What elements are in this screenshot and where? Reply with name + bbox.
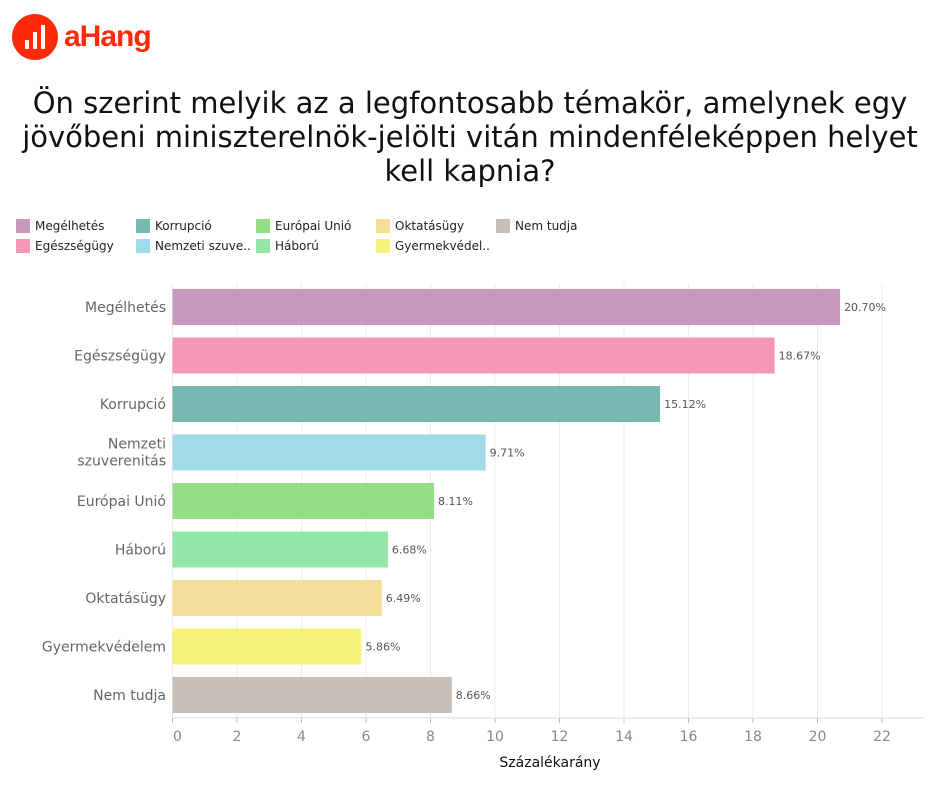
legend-swatch <box>376 219 390 233</box>
legend-label: Nem tudja <box>515 219 578 233</box>
legend-item[interactable]: Nem tudja <box>496 219 616 233</box>
data-label: 20.70% <box>844 301 886 314</box>
data-label: 9.71% <box>490 447 525 460</box>
bar <box>172 434 486 471</box>
legend-item[interactable]: Háború <box>256 239 376 253</box>
legend-swatch <box>16 239 30 253</box>
legend-item[interactable]: Megélhetés <box>16 219 136 233</box>
bar <box>172 677 452 713</box>
x-tick-label: 2 <box>233 729 242 745</box>
x-tick-label: 22 <box>873 729 891 745</box>
y-tick-label: Nem tudja <box>93 688 166 704</box>
x-tick-label: 10 <box>486 729 504 745</box>
y-tick-label: Korrupció <box>100 397 166 413</box>
x-tick-label: 20 <box>809 729 827 745</box>
data-label: 6.49% <box>386 592 421 605</box>
legend-swatch <box>16 219 30 233</box>
x-axis-title: Százalékarány <box>499 755 600 771</box>
data-label: 8.66% <box>456 689 491 702</box>
legend-item[interactable]: Oktatásügy <box>376 219 496 233</box>
legend-swatch <box>256 239 270 253</box>
legend-label: Nemzeti szuve.. <box>155 239 251 253</box>
y-tick-label: Egészségügy <box>74 349 166 365</box>
chart-title: Ön szerint melyik az a legfontosabb téma… <box>22 86 918 188</box>
x-tick-label: 4 <box>297 729 306 745</box>
legend-swatch <box>376 239 390 253</box>
legend-label: Európai Unió <box>275 219 352 233</box>
data-label: 8.11% <box>438 495 473 508</box>
x-tick-label: 14 <box>615 729 633 745</box>
x-tick-label: 6 <box>362 729 371 745</box>
x-tick-label: 12 <box>551 729 569 745</box>
data-label: 18.67% <box>779 350 821 363</box>
legend-item[interactable]: Gyermekvédel.. <box>376 239 496 253</box>
bar <box>172 386 661 422</box>
y-tick-label: Oktatásügy <box>85 591 166 607</box>
legend-swatch <box>136 219 150 233</box>
legend-label: Gyermekvédel.. <box>395 239 490 253</box>
legend-item[interactable]: Egészségügy <box>16 239 136 253</box>
legend-item[interactable]: Nemzeti szuve.. <box>136 239 256 253</box>
logo-bars-icon <box>12 14 58 60</box>
legend-label: Oktatásügy <box>395 219 465 233</box>
legend: Megélhetés Korrupció Európai Unió Oktatásüg… <box>16 219 616 253</box>
y-tick-label: Európai Unió <box>77 494 166 510</box>
legend-label: Egészségügy <box>35 239 114 253</box>
bar <box>172 483 435 519</box>
y-tick-label: Gyermekvédelem <box>42 640 166 656</box>
bar <box>172 580 382 616</box>
bar <box>172 289 841 325</box>
y-tick-label: Megélhetés <box>85 300 166 316</box>
legend-item[interactable]: Európai Unió <box>256 219 376 233</box>
legend-swatch <box>256 219 270 233</box>
y-tick-label: Nemzeti szuverenitás <box>77 437 166 470</box>
logo-text: aHang <box>64 20 152 53</box>
legend-swatch <box>496 219 510 233</box>
legend-label: Háború <box>275 239 319 253</box>
data-label: 6.68% <box>392 544 427 557</box>
legend-item[interactable]: Korrupció <box>136 219 256 233</box>
data-label: 5.86% <box>365 641 400 654</box>
x-tick-label: 16 <box>680 729 698 745</box>
y-tick-label: Háború <box>115 543 166 559</box>
legend-label: Megélhetés <box>35 219 105 233</box>
x-tick-label: 18 <box>744 729 762 745</box>
x-tick-label: 0 <box>173 729 182 745</box>
bar <box>172 628 362 665</box>
legend-swatch <box>136 239 150 253</box>
logo: aHang <box>12 14 152 60</box>
legend-label: Korrupció <box>155 219 212 233</box>
bar <box>172 337 775 374</box>
x-tick-label: 8 <box>426 729 435 745</box>
bar <box>172 531 388 568</box>
data-label: 15.12% <box>664 398 706 411</box>
